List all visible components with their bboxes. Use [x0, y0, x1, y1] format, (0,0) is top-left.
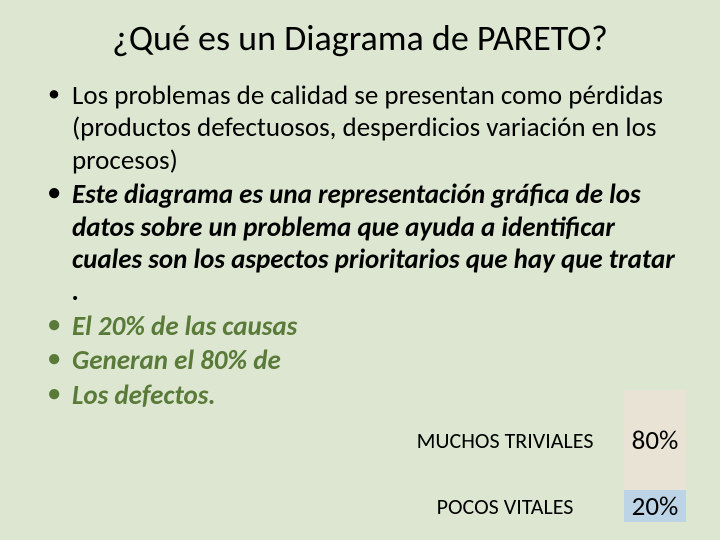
pareto-row-top: MUCHOS TRIVIALES 80%	[386, 390, 686, 490]
pareto-row-bottom: POCOS VITALES 20%	[386, 490, 686, 522]
pareto-label-top: MUCHOS TRIVIALES	[386, 427, 624, 454]
pareto-pct-top: 80%	[632, 424, 679, 457]
pareto-panel: MUCHOS TRIVIALES 80% POCOS VITALES 20%	[386, 390, 686, 522]
bullet-list: Los problemas de calidad se presentan co…	[40, 80, 680, 412]
pareto-pct-bottom: 20%	[632, 490, 679, 523]
pareto-label-bottom: POCOS VITALES	[386, 493, 624, 520]
bullet-item-3: El 20% de las causas	[40, 311, 680, 343]
pareto-bar-top: 80%	[624, 390, 686, 490]
bullet-item-4: Generan el 80% de	[40, 345, 680, 377]
bullet-item-2: Este diagrama es una representación gráf…	[40, 179, 680, 309]
content-area: Los problemas de calidad se presentan co…	[0, 72, 720, 412]
slide-title: ¿Qué es un Diagrama de PARETO?	[0, 0, 720, 72]
pareto-bar-bottom: 20%	[624, 490, 686, 522]
bullet-item-1: Los problemas de calidad se presentan co…	[40, 80, 680, 177]
